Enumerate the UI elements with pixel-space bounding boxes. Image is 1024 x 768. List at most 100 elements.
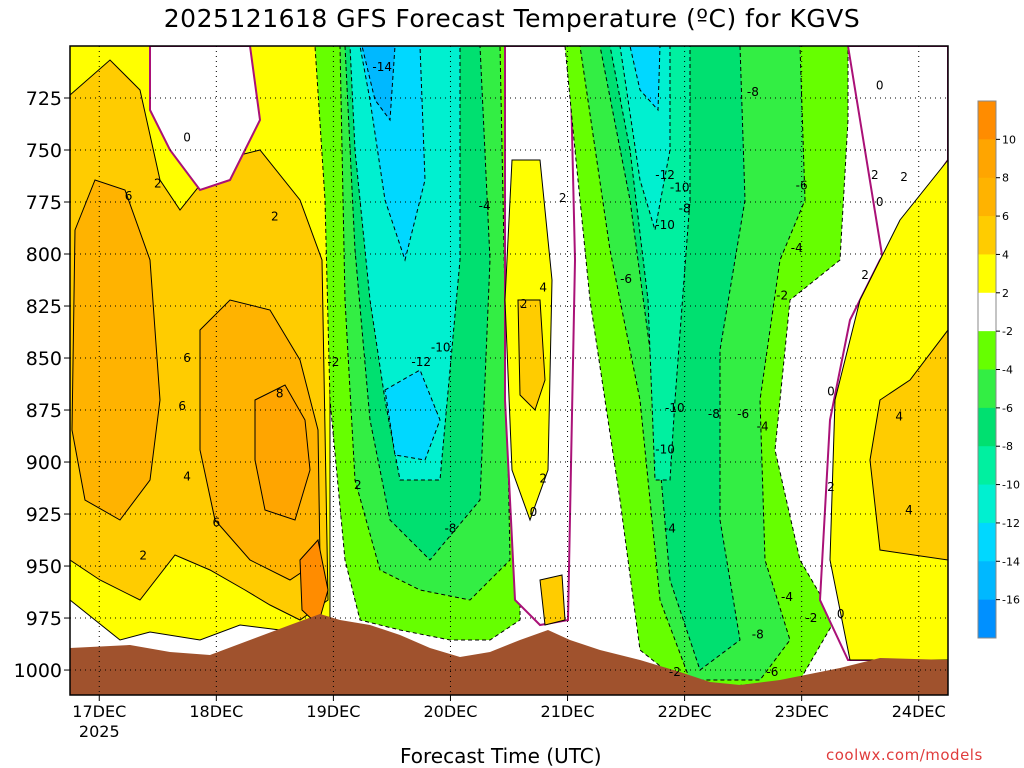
colorbar-swatch (978, 599, 996, 639)
contour-label: -10 (670, 180, 690, 194)
y-tick-label: 750 (26, 140, 62, 162)
contour-label: -2 (776, 289, 788, 303)
colorbar-swatch (978, 331, 996, 370)
contour-label: 6 (213, 515, 221, 529)
colorbar-swatch (978, 369, 996, 409)
colorbar-swatch (978, 292, 996, 332)
contour-label: -12 (655, 168, 675, 182)
contour-label: 2 (539, 472, 547, 486)
contour-label: -6 (737, 407, 749, 421)
contour-label: -4 (664, 522, 676, 536)
contour-label: -4 (781, 590, 793, 604)
contour-label: -2 (669, 665, 681, 679)
contour-label: 0 (183, 131, 191, 145)
y-tick-label: 900 (26, 452, 62, 474)
contour-label: -8 (444, 522, 456, 536)
colorbar-label: 10 (1002, 133, 1016, 146)
contour-label: 4 (183, 470, 191, 484)
contour-label: 4 (539, 280, 547, 294)
contour-label: -6 (796, 178, 808, 192)
y-tick-label: 1000 (14, 660, 62, 682)
contour-label: 4 (895, 409, 903, 423)
contour-label: 0 (827, 384, 835, 398)
contour-label: 2 (154, 176, 162, 190)
contour-label: 2 (559, 191, 567, 205)
colorbar-label: 2 (1002, 287, 1009, 300)
plot-area (70, 46, 948, 695)
contour-label: -4 (757, 420, 769, 434)
region-cold-10 (349, 46, 461, 481)
colorbar-label: -12 (1002, 517, 1020, 530)
contour-label: -2 (805, 611, 817, 625)
region-cold-12b (384, 369, 441, 461)
x-tick-label: 18DEC (189, 702, 243, 721)
contour-label: 6 (183, 351, 191, 365)
region-warm-2-low (539, 574, 566, 626)
contour-label: -8 (752, 628, 764, 642)
contour-label: 2 (354, 478, 362, 492)
contour-label: 2 (827, 480, 835, 494)
contour-label: 2 (861, 268, 869, 282)
colorbar-swatch (978, 446, 996, 486)
colorbar-label: -16 (1002, 594, 1020, 607)
colorbar-label: 8 (1002, 172, 1009, 185)
credit-link[interactable]: coolwx.com/models (826, 746, 983, 764)
contour-label: 2 (900, 170, 908, 184)
chart-title: 2025121618 GFS Forecast Temperature (ºC)… (163, 4, 861, 33)
colorbar-label: -14 (1002, 555, 1020, 568)
colorbar-label: -4 (1002, 364, 1013, 377)
colorbar: 10 8 6 4 2 -2 -4 -6 -8 -10 -12 -14 -16 (977, 100, 1020, 639)
region-white-top-left (149, 46, 262, 192)
terrain (70, 614, 948, 695)
colorbar-label: 6 (1002, 210, 1009, 223)
contour-label: -4 (791, 241, 803, 255)
colorbar-swatch (978, 139, 996, 179)
region-warm-8 (254, 384, 311, 521)
x-tick-label: 19DEC (306, 702, 360, 721)
colorbar-swatch (978, 484, 996, 524)
colorbar-swatch (978, 216, 996, 255)
contour-label: 0 (837, 607, 845, 621)
y-axis-ticks: 725 750 775 800 825 850 875 900 925 950 975 1000 (14, 88, 70, 682)
y-tick-label: 925 (26, 504, 62, 526)
contour-label: -6 (766, 665, 778, 679)
contour-label: -10 (655, 218, 675, 232)
y-tick-label: 850 (26, 348, 62, 370)
contour-label: 2 (271, 210, 279, 224)
contour-label: -8 (708, 407, 720, 421)
colorbar-swatch (978, 561, 996, 601)
contour-label: 0 (876, 195, 884, 209)
y-tick-label: 950 (26, 556, 62, 578)
y-tick-label: 875 (26, 400, 62, 422)
colorbar-swatch (978, 522, 996, 562)
colorbar-swatch (978, 407, 996, 447)
colorbar-swatch (978, 254, 996, 294)
y-tick-label: 825 (26, 296, 62, 318)
y-tick-label: 775 (26, 192, 62, 214)
contour-label: 2 (871, 168, 879, 182)
contour-label: 0 (876, 79, 884, 93)
x-tick-label: 17DEC (72, 702, 126, 721)
colorbar-label: -8 (1002, 440, 1013, 453)
region-warm-4-mid (517, 299, 546, 411)
contour-label: 6 (125, 189, 133, 203)
region-cold-14-east (629, 46, 661, 112)
region-cold-10-east (609, 46, 691, 481)
contour-label: 4 (905, 503, 913, 517)
y-tick-label: 975 (26, 608, 62, 630)
contour-label: 2 (139, 549, 147, 563)
contour-label: -6 (620, 272, 632, 286)
contour-label: -8 (679, 201, 691, 215)
grid (70, 46, 948, 695)
contour-label: -14 (372, 60, 392, 74)
colorbar-label: 4 (1002, 248, 1009, 261)
contour-label: -12 (411, 355, 431, 369)
region-warm-6 (71, 179, 161, 521)
contour-label: 0 (530, 505, 538, 519)
contour-label: -10 (655, 443, 675, 457)
colorbar-swatch (978, 101, 996, 140)
region-warm-10 (299, 538, 329, 626)
